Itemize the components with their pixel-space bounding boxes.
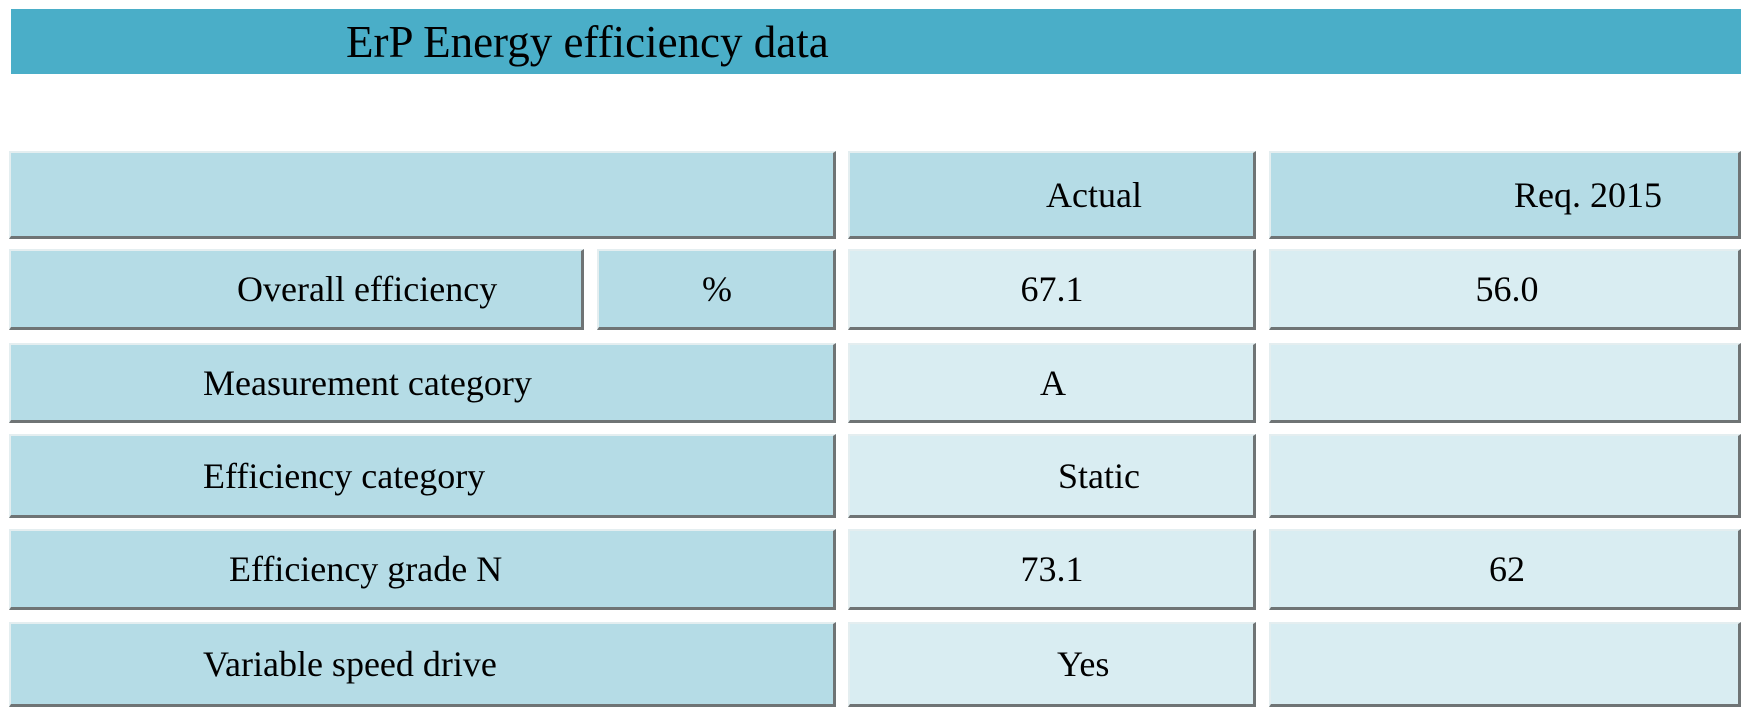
required-value: 56.0	[1475, 269, 1539, 309]
row-label: Variable speed drive	[203, 644, 497, 684]
value-cell: 73.1	[848, 529, 1256, 610]
unit-cell: %	[597, 249, 836, 330]
label-cell: Overall efficiency	[9, 249, 584, 330]
row-label: Measurement category	[203, 362, 532, 403]
column-header: Req. 2015	[1514, 174, 1662, 215]
value-cell: Yes	[848, 622, 1256, 707]
actual-value: Yes	[1057, 644, 1110, 684]
title: ErP Energy efficiency data	[346, 17, 829, 67]
value-cell: Static	[848, 434, 1256, 518]
actual-value: Static	[1058, 455, 1140, 496]
column-header: Actual	[1046, 174, 1142, 215]
row-label: Overall efficiency	[237, 269, 498, 309]
label-cell: Efficiency grade N	[9, 529, 836, 610]
label-cell: Variable speed drive	[9, 622, 836, 707]
required-value: 62	[1489, 549, 1525, 589]
value-cell: 62	[1269, 529, 1741, 610]
header-cell: Actual	[848, 151, 1256, 239]
value-cell: A	[848, 343, 1256, 423]
label-cell: Measurement category	[9, 343, 836, 423]
row-label: Efficiency grade N	[229, 549, 503, 589]
actual-value: 73.1	[1020, 549, 1084, 589]
value-cell: 56.0	[1269, 249, 1741, 330]
row-label: Efficiency category	[203, 455, 486, 496]
value-cell	[1269, 343, 1741, 423]
value-cell	[1269, 434, 1741, 518]
value-cell	[1269, 622, 1741, 707]
label-cell: Efficiency category	[9, 434, 836, 518]
header-bar	[11, 9, 1741, 74]
value-cell: 67.1	[848, 249, 1256, 330]
actual-value: 67.1	[1020, 269, 1084, 309]
header-cell	[9, 151, 836, 239]
unit: %	[702, 269, 732, 309]
header-cell: Req. 2015	[1269, 151, 1741, 239]
actual-value: A	[1040, 362, 1066, 403]
